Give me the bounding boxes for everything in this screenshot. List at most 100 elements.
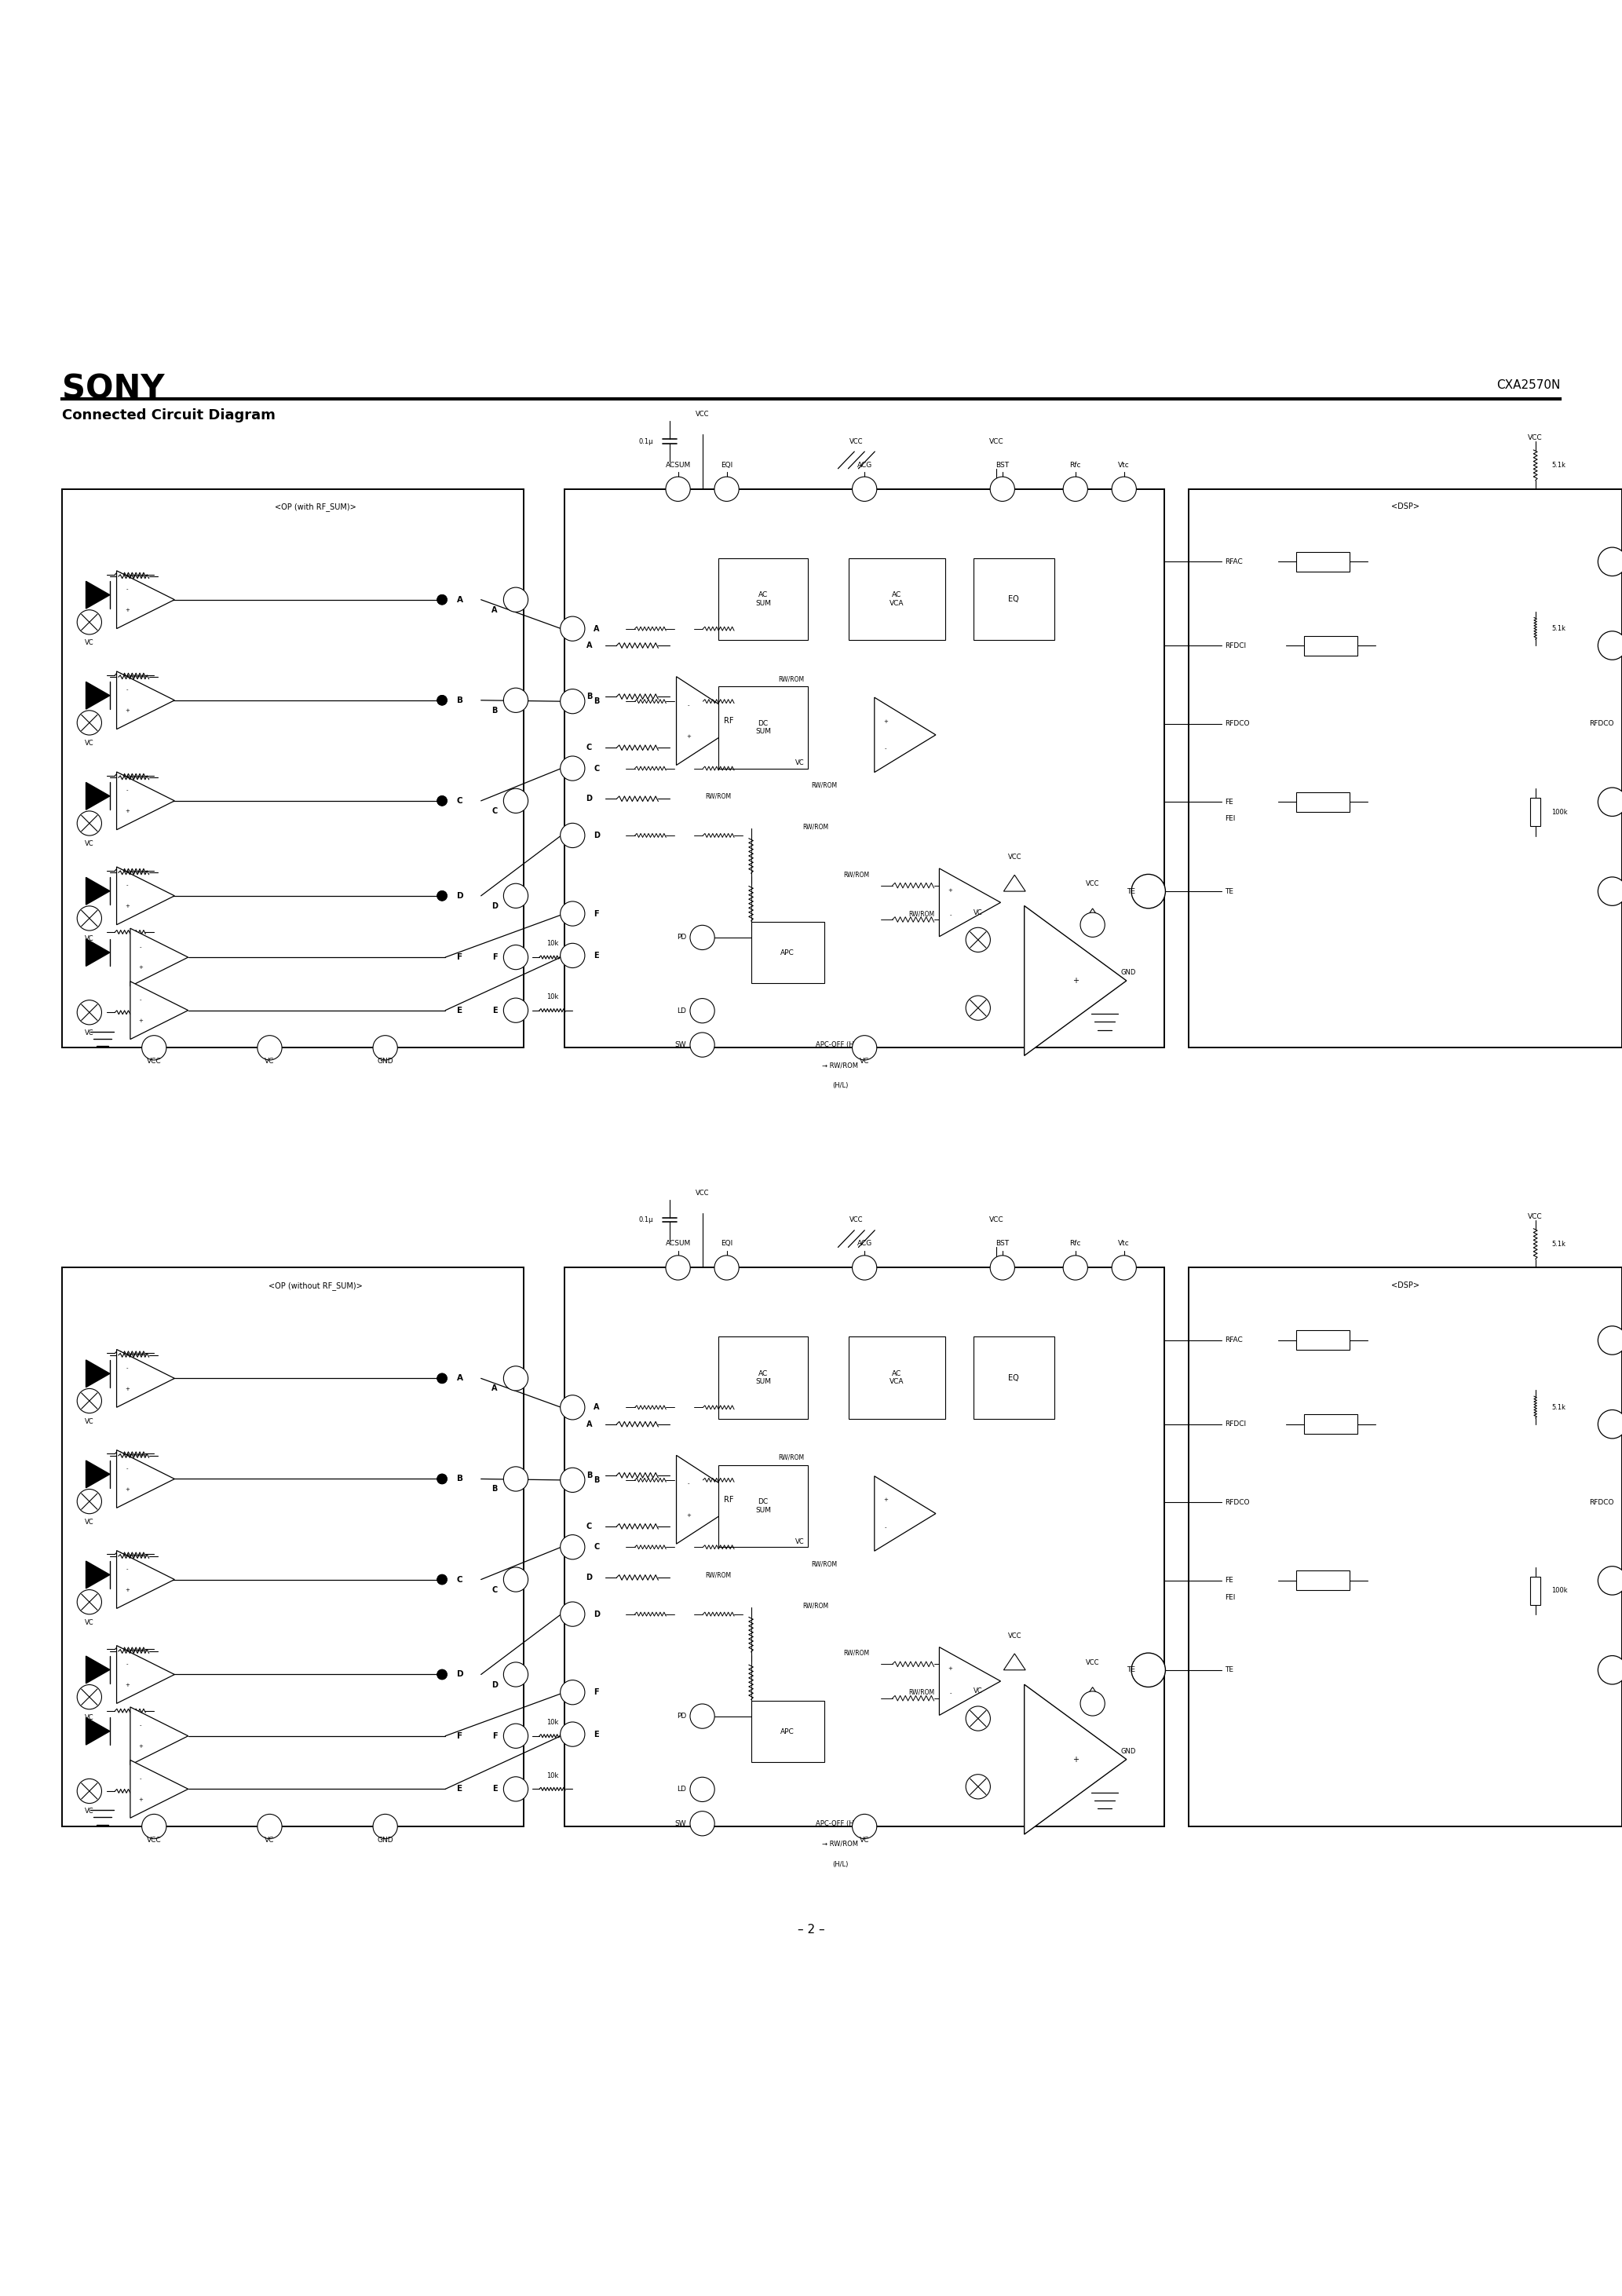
Circle shape	[1062, 1256, 1088, 1279]
Circle shape	[665, 1256, 691, 1279]
Text: F: F	[457, 953, 462, 962]
Text: +: +	[125, 1387, 130, 1391]
Text: RW/ROM: RW/ROM	[706, 1570, 732, 1580]
Polygon shape	[86, 877, 110, 905]
Circle shape	[503, 1568, 529, 1591]
Text: CXA2570N: CXA2570N	[1497, 379, 1560, 390]
Text: GND: GND	[378, 1837, 393, 1844]
Text: E: E	[457, 1006, 462, 1015]
Circle shape	[373, 1035, 397, 1061]
Text: DC
SUM: DC SUM	[756, 1499, 770, 1513]
Polygon shape	[676, 1456, 744, 1543]
Text: 5.1k: 5.1k	[1552, 1403, 1565, 1410]
Circle shape	[665, 478, 691, 501]
Bar	[62, 1267, 524, 1825]
Text: RW/ROM: RW/ROM	[803, 824, 829, 831]
Text: -: -	[127, 1366, 128, 1371]
Circle shape	[560, 1603, 586, 1626]
Text: 0.1μ: 0.1μ	[639, 1217, 652, 1224]
Text: 10k: 10k	[547, 1773, 558, 1779]
Text: ACG: ACG	[856, 1240, 873, 1247]
Polygon shape	[939, 1646, 1001, 1715]
Circle shape	[438, 1373, 448, 1382]
Text: RFDCO: RFDCO	[1225, 721, 1249, 728]
Text: E: E	[491, 1784, 498, 1793]
Text: VCC: VCC	[146, 1058, 162, 1065]
Text: PD: PD	[676, 1713, 686, 1720]
Text: SW: SW	[675, 1821, 686, 1828]
Polygon shape	[117, 670, 175, 730]
Text: +: +	[947, 889, 952, 893]
Circle shape	[438, 595, 448, 604]
Text: RW/ROM: RW/ROM	[811, 781, 837, 790]
Text: VC: VC	[860, 1058, 869, 1065]
Text: +: +	[125, 1587, 130, 1593]
Text: GND: GND	[378, 1058, 393, 1065]
Circle shape	[78, 1589, 102, 1614]
Circle shape	[503, 1724, 529, 1747]
Text: VC: VC	[84, 1417, 94, 1426]
Circle shape	[503, 999, 529, 1022]
Text: RW/ROM: RW/ROM	[843, 1651, 869, 1658]
Text: -: -	[949, 912, 952, 916]
Text: VCC: VCC	[1007, 1632, 1022, 1639]
Circle shape	[438, 1575, 448, 1584]
Text: TE: TE	[1127, 1667, 1135, 1674]
Text: EQ: EQ	[1009, 1373, 1019, 1382]
Circle shape	[438, 1575, 448, 1584]
Circle shape	[560, 615, 586, 641]
Text: +: +	[686, 1513, 691, 1518]
Circle shape	[438, 1373, 448, 1382]
Text: E: E	[457, 1784, 462, 1793]
Text: VC: VC	[84, 934, 94, 941]
Circle shape	[78, 611, 102, 634]
Text: <OP (without RF_SUM)>: <OP (without RF_SUM)>	[269, 1281, 363, 1290]
Circle shape	[560, 1722, 586, 1747]
Text: 100k: 100k	[1552, 808, 1568, 815]
Bar	[719, 1336, 808, 1419]
Text: RFDCO: RFDCO	[1590, 1499, 1614, 1506]
Text: VC: VC	[264, 1837, 274, 1844]
Text: EQI: EQI	[720, 1240, 733, 1247]
Text: B: B	[586, 1472, 592, 1479]
Circle shape	[1598, 877, 1622, 905]
Circle shape	[78, 1001, 102, 1024]
Text: B: B	[594, 1476, 600, 1483]
Polygon shape	[939, 868, 1001, 937]
Bar	[1296, 792, 1350, 813]
Circle shape	[852, 1256, 878, 1279]
Circle shape	[1111, 478, 1137, 501]
Text: VC: VC	[84, 638, 94, 645]
Text: VCC: VCC	[989, 439, 1004, 445]
Polygon shape	[1082, 909, 1103, 925]
Text: 10k: 10k	[547, 939, 558, 948]
Text: C: C	[594, 765, 600, 771]
Text: RF: RF	[723, 1495, 733, 1504]
Text: 5.1k: 5.1k	[1552, 625, 1565, 631]
Circle shape	[1598, 1327, 1622, 1355]
Text: 5.1k: 5.1k	[1552, 1240, 1565, 1247]
Text: (H/L): (H/L)	[832, 1081, 848, 1088]
Circle shape	[141, 1035, 167, 1061]
Text: C: C	[594, 1543, 600, 1552]
Text: +: +	[125, 608, 130, 613]
Text: -: -	[884, 746, 887, 751]
Circle shape	[438, 1669, 448, 1678]
Circle shape	[560, 1396, 586, 1419]
Circle shape	[78, 810, 102, 836]
Text: -: -	[139, 1724, 141, 1729]
Text: GND: GND	[1121, 969, 1135, 976]
Text: +: +	[125, 905, 130, 909]
Text: RFDCO: RFDCO	[1225, 1499, 1249, 1506]
Text: APC: APC	[780, 948, 795, 957]
Text: ACSUM: ACSUM	[665, 1240, 691, 1247]
Text: 0.1μ: 0.1μ	[639, 439, 652, 445]
Polygon shape	[86, 939, 110, 967]
Text: VC: VC	[84, 1619, 94, 1626]
Text: → RW/ROM: → RW/ROM	[822, 1061, 858, 1068]
Text: A: A	[491, 1384, 498, 1391]
Polygon shape	[117, 572, 175, 629]
Circle shape	[438, 1669, 448, 1678]
Polygon shape	[1004, 1653, 1025, 1669]
Polygon shape	[1025, 905, 1126, 1056]
